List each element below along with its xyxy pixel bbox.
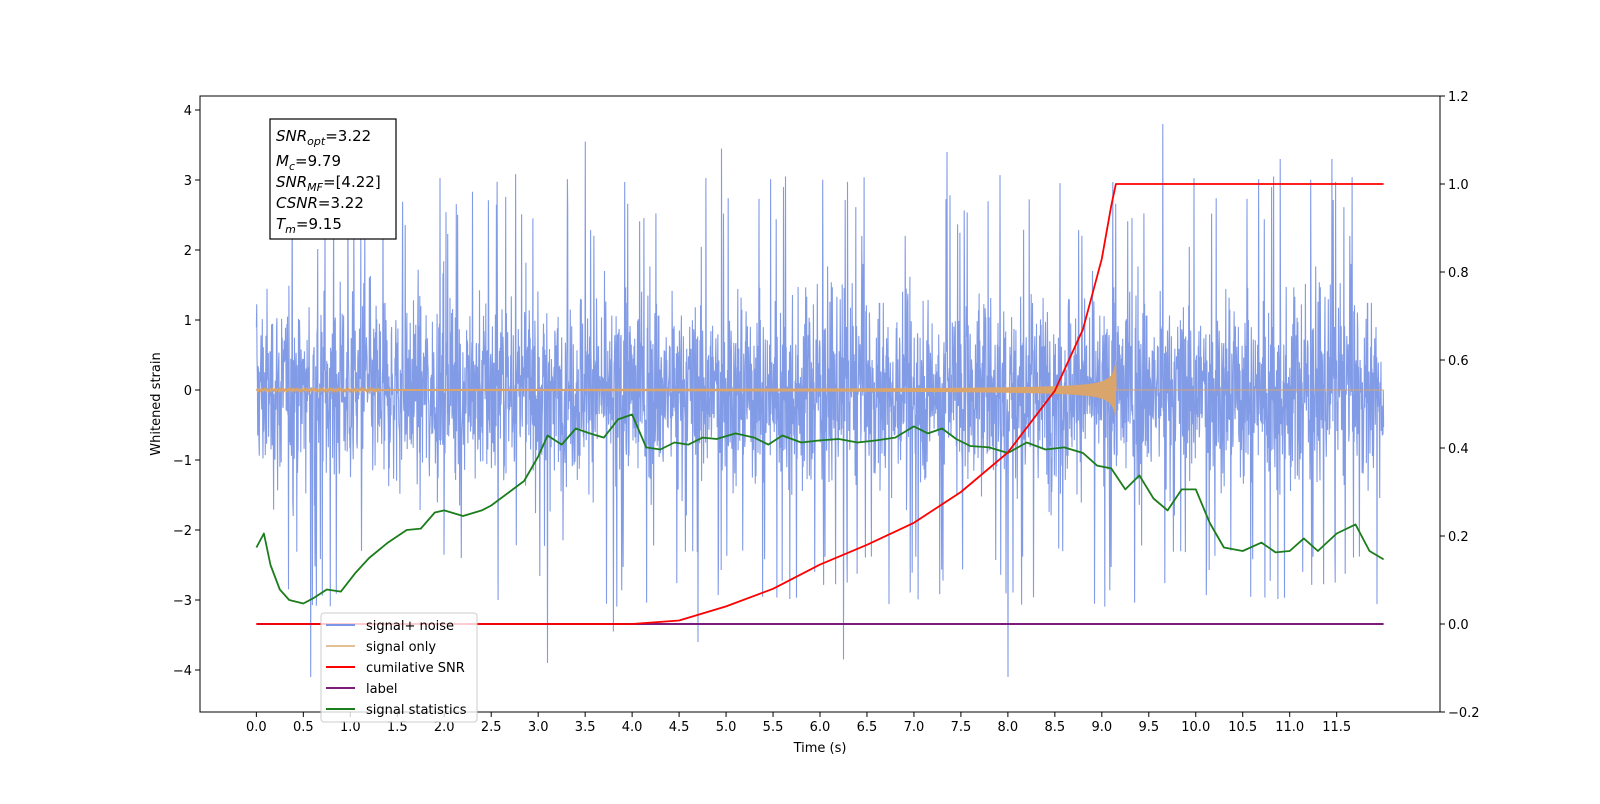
info-snr-opt: SNRopt=3.22 xyxy=(276,127,371,148)
x-tick-label: 7.5 xyxy=(951,720,972,735)
cumulative-snr-line xyxy=(256,183,1384,625)
y-tick-label: 3 xyxy=(184,174,192,189)
x-tick-label: 6.0 xyxy=(810,720,831,735)
x-tick-label: 5.5 xyxy=(763,720,784,735)
y-tick-label: −1 xyxy=(173,454,192,469)
info-tm-sub: m xyxy=(285,223,296,236)
axes-layer: 0.0 0.5 1.0 1.5 2.0 2.5 3.0 3.5 4.0 4.5 5.0 5.5 6.0 6… xyxy=(173,90,1480,735)
x-tick-label: 6.5 xyxy=(857,720,878,735)
signal-noise-line xyxy=(255,123,1385,678)
legend: signal+ noise signal only cumilative SNR la… xyxy=(320,612,478,723)
x-tick-label: 10.0 xyxy=(1181,720,1210,735)
info-mc-base: M xyxy=(276,152,289,170)
info-snr-mf-value: =[4.22] xyxy=(323,173,381,191)
y2-tick-label: 1.2 xyxy=(1448,90,1469,105)
y2-tick-label: 0.8 xyxy=(1448,266,1469,281)
info-mc: Mc=9.79 xyxy=(276,152,341,173)
x-tick-label: 11.5 xyxy=(1322,720,1351,735)
info-snr-mf: SNRMF=[4.22] xyxy=(276,173,381,194)
info-mc-value: =9.79 xyxy=(295,152,341,170)
info-mc-sub: c xyxy=(289,160,295,173)
y-tick-label: 4 xyxy=(184,104,192,119)
x-tick-label: 8.0 xyxy=(998,720,1019,735)
info-tm-value: =9.15 xyxy=(296,215,342,233)
x-axis-label: Time (s) xyxy=(793,741,847,756)
legend-label: signal+ noise xyxy=(366,619,454,634)
x-tick-label: 9.5 xyxy=(1138,720,1159,735)
info-csnr-value: =3.22 xyxy=(318,194,364,212)
info-csnr-base: CSNR xyxy=(276,194,318,212)
info-snr-mf-sub: MF xyxy=(307,181,323,194)
x-tick-label: 7.0 xyxy=(904,720,925,735)
info-snr-opt-sub: opt xyxy=(307,135,326,148)
x-tick-label: 4.5 xyxy=(669,720,690,735)
x-tick-label: 10.5 xyxy=(1228,720,1257,735)
y2-tick-label: 0.2 xyxy=(1448,530,1469,545)
noise-layer xyxy=(255,123,1385,678)
x-tick-label: 2.5 xyxy=(481,720,502,735)
legend-label: signal only xyxy=(366,640,436,655)
legend-label: label xyxy=(366,682,397,697)
y-tick-label: −2 xyxy=(173,524,192,539)
x-tick-label: 9.0 xyxy=(1091,720,1112,735)
signal-statistics-line xyxy=(255,413,1385,605)
y2-tick-label: 0.6 xyxy=(1448,354,1469,369)
x-tick-label: 0.5 xyxy=(293,720,314,735)
info-tm-base: T xyxy=(276,215,287,233)
info-snr-opt-value: =3.22 xyxy=(325,127,371,145)
legend-label: signal statistics xyxy=(366,703,467,718)
x-tick-label: 2.0 xyxy=(434,720,455,735)
x-tick-label: 8.5 xyxy=(1045,720,1066,735)
info-box-frame xyxy=(269,118,397,240)
x-tick-label: 3.0 xyxy=(528,720,549,735)
x-tick-label: 1.0 xyxy=(340,720,361,735)
x-tick-label: 5.0 xyxy=(716,720,737,735)
legend-label: cumilative SNR xyxy=(366,661,465,676)
y-tick-label: 2 xyxy=(184,244,192,259)
info-snr-opt-base: SNR xyxy=(276,127,307,145)
x-tick-label: 11.0 xyxy=(1275,720,1304,735)
y-tick-label: 0 xyxy=(184,384,192,399)
x-tick-label: 4.0 xyxy=(622,720,643,735)
x-tick-label: 1.5 xyxy=(387,720,408,735)
y-axis-label: Whitened strain xyxy=(149,352,164,455)
y-tick-label: −3 xyxy=(173,594,192,609)
y2-tick-label: 1.0 xyxy=(1448,178,1469,193)
x-tick-label: 0.0 xyxy=(246,720,267,735)
y-tick-label: 1 xyxy=(184,314,192,329)
legend-frame xyxy=(320,612,478,723)
x-tick-label: 3.5 xyxy=(575,720,596,735)
signal-only-line xyxy=(255,360,1384,417)
info-csnr: CSNR=3.22 xyxy=(276,194,364,212)
y2-tick-label: −0.2 xyxy=(1448,706,1480,721)
info-box: SNRopt=3.22 Mc=9.79 SNRMF=[4.22] CSNR=3.… xyxy=(269,118,397,240)
info-snr-mf-base: SNR xyxy=(276,173,307,191)
y2-tick-label: 0.4 xyxy=(1448,442,1469,457)
y2-tick-label: 0.0 xyxy=(1448,618,1469,633)
y-tick-label: −4 xyxy=(173,664,192,679)
info-tm: Tm=9.15 xyxy=(276,215,342,236)
